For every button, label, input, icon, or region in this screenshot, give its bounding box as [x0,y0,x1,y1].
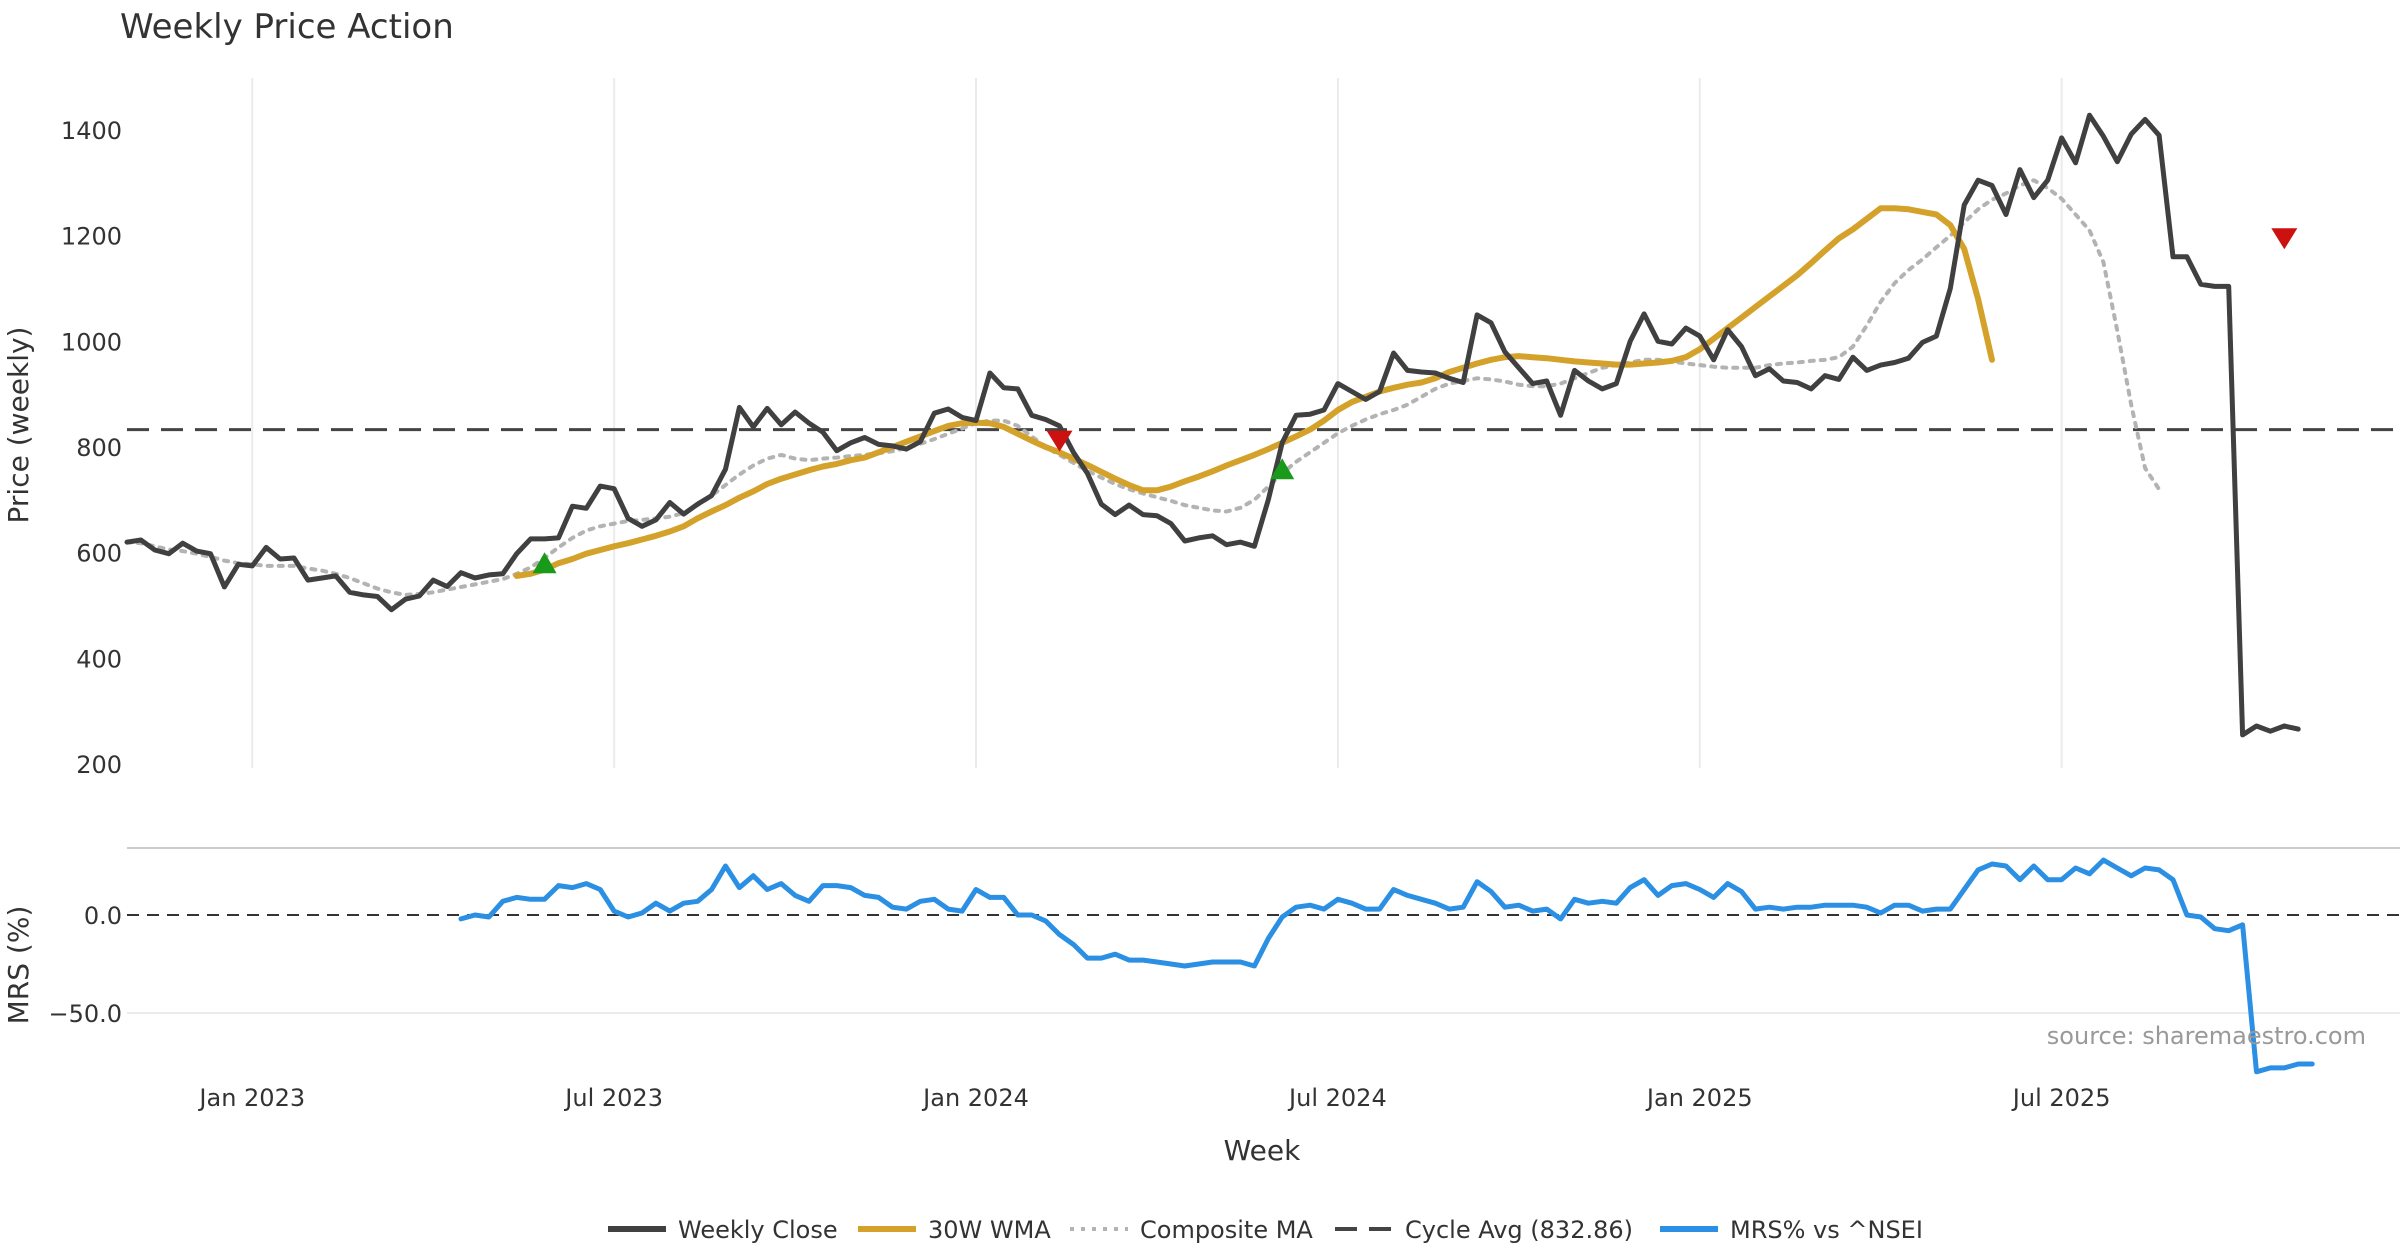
bottom-y-tick-label: 0.0 [84,902,122,930]
top-y-tick-label: 1000 [61,328,122,356]
series-weekly-close [124,112,2301,738]
top-y-tick-label: 200 [76,751,122,779]
x-tick-label: Jul 2023 [563,1084,663,1112]
bottom-panel-y-label: MRS (%) [2,906,35,1025]
top-y-tick-label: 800 [76,434,122,462]
buy-signal-marker [532,552,557,574]
top-panel-y-ticks: 200 400 600 800 1000 1200 1400 [61,117,122,779]
bottom-panel-y-ticks: −50.0 0.0 [48,902,122,1028]
buy-signal-marker [1270,458,1295,480]
x-tick-label: Jul 2025 [2011,1084,2111,1112]
top-y-tick-label: 1200 [61,223,122,251]
top-y-tick-label: 600 [76,540,122,568]
source-note: source: sharemaestro.com [2047,1022,2366,1050]
x-axis-label: Week [1224,1134,1301,1167]
x-tick-label: Jan 2023 [197,1084,305,1112]
legend-label: Weekly Close [678,1216,838,1244]
legend-label: MRS% vs ^NSEI [1730,1216,1923,1244]
legend: Weekly Close 30W WMA Composite MA Cycle Avg… [608,1216,1923,1244]
series-composite-ma [125,178,2162,597]
top-panel-series [124,112,2301,738]
sell-signal-marker [2271,228,2298,250]
legend-label: Composite MA [1140,1216,1313,1244]
series-mrs-vs-nsei [458,857,2315,1075]
bottom-panel-series [458,857,2315,1075]
top-y-tick-label: 1400 [61,117,122,145]
top-panel-y-label: Price (weekly) [2,327,35,524]
bottom-y-tick-label: −50.0 [48,1000,122,1028]
x-axis-tick-labels: Jan 2023 Jul 2023 Jan 2024 Jul 2024 Jan 2025… [197,1084,2110,1112]
chart-title: Weekly Price Action [120,7,454,47]
legend-label: Cycle Avg (832.86) [1405,1216,1633,1244]
x-tick-label: Jul 2024 [1287,1084,1387,1112]
signal-markers [532,228,2298,574]
x-tick-label: Jan 2024 [921,1084,1029,1112]
top-panel-gridlines [251,78,2063,768]
legend-label: 30W WMA [928,1216,1051,1244]
x-tick-label: Jan 2025 [1645,1084,1753,1112]
sell-signal-marker [1046,430,1073,452]
series-30w-wma [513,205,1995,579]
top-y-tick-label: 400 [76,645,122,673]
